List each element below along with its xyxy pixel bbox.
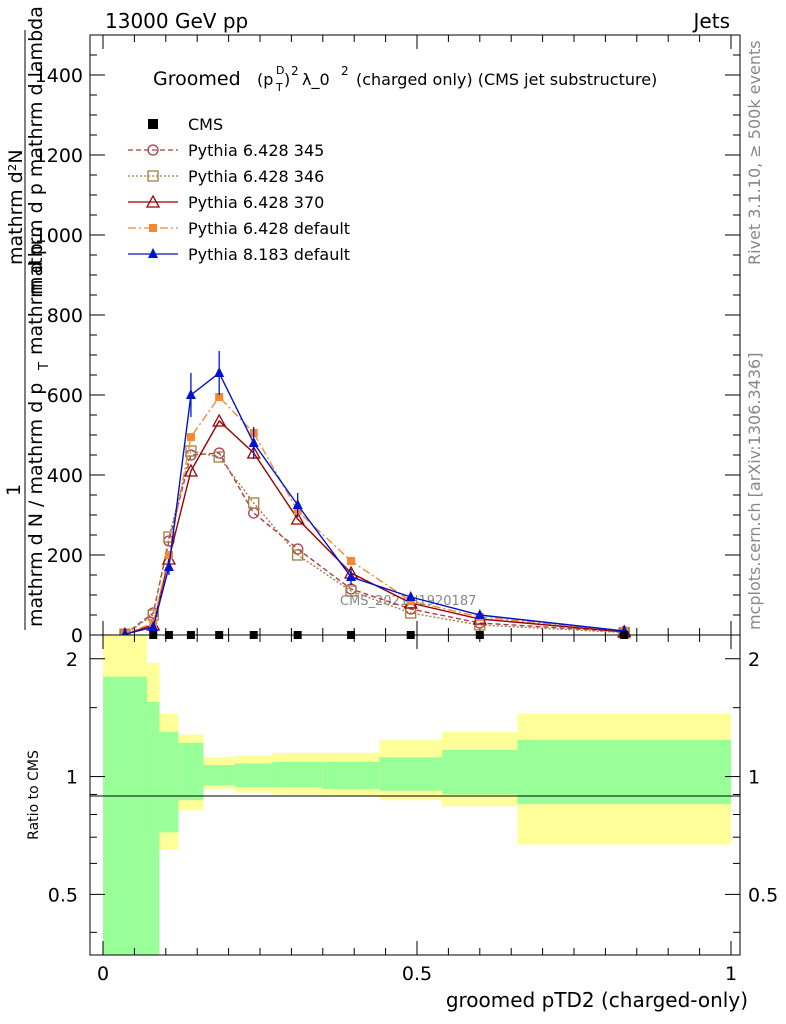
ratio-x-axis: 0 0.5 1 [97, 635, 737, 985]
series-marker [148, 621, 159, 631]
series-marker [212, 413, 227, 427]
x-tick-label: 1 [725, 963, 737, 985]
ratio-band-green [517, 740, 731, 805]
legend-marker [149, 224, 157, 232]
ratio-y-tick-label: 0.5 [48, 884, 78, 906]
ratio-y-tick-label-right: 0.5 [748, 884, 778, 906]
ylabel-main: mathrm d N / mathrm d p [25, 383, 47, 627]
ratio-plot-frame [89, 634, 741, 956]
rivet-version-label: Rivet 3.1.10, ≥ 500k events [745, 40, 764, 265]
series-marker [405, 591, 416, 601]
series-marker [248, 497, 260, 509]
x-axis-label: groomed pTD2 (charged-only) [446, 988, 748, 1012]
ratio-y-tick-label-right: 2 [748, 649, 760, 671]
ratio-band-green [178, 742, 204, 801]
y-axis-label: 1 mathrm d N / mathrm d p T mathrm d p m… [3, 6, 52, 630]
ylabel-frac-top: mathrm d²N [5, 149, 27, 265]
y-tick-label: 1200 [35, 145, 83, 167]
series-marker [345, 585, 357, 597]
series-marker [163, 561, 174, 571]
ylabel-frac-bottom: mathrm d p mathrm d lambda [25, 6, 47, 295]
y-tick-label: 200 [47, 545, 83, 567]
y-tick-label: 1000 [35, 225, 83, 247]
series-marker [248, 437, 259, 447]
ratio-y-tick-label: 2 [66, 649, 78, 671]
x-tick-label: 0.5 [402, 963, 432, 985]
ratio-band-green [322, 761, 380, 789]
ratio-ylabel: Ratio to CMS [26, 750, 42, 840]
legend-marker [145, 194, 161, 208]
series-line [124, 450, 625, 635]
ylabel-numerator: 1 [3, 484, 25, 496]
legend-cms-marker [148, 119, 158, 129]
ratio-band-green [146, 702, 160, 955]
series-marker [213, 451, 225, 463]
ratio-band-green [159, 731, 179, 833]
ratio-band-green [203, 765, 235, 786]
series-layer [117, 351, 632, 640]
header-energy-label: 13000 GeV pp [105, 9, 248, 33]
legend-label: Pythia 6.428 default [188, 219, 350, 238]
legend-marker [147, 170, 159, 182]
series-marker [248, 507, 260, 519]
legend: CMS Pythia 6.428 345 Pythia 6.428 346 Pythi… [128, 115, 350, 264]
ratio-band-green [234, 763, 273, 788]
ratio-band-green [103, 676, 147, 955]
mcplots-label: mcplots.cern.ch [arXiv:1306.3436] [745, 353, 764, 630]
ratio-y-tick-label: 1 [66, 767, 78, 789]
legend-marker [147, 144, 159, 156]
y-tick-label: 400 [47, 465, 83, 487]
title-math-exp: 2 [291, 64, 299, 78]
legend-marker [148, 248, 158, 258]
ratio-y-tick-label-right: 1 [748, 767, 760, 789]
title-prefix: Groomed [153, 68, 241, 90]
ratio-bands [103, 635, 731, 955]
plot-title: Groomed (p T D ) 2 λ_0 2 (charged only) … [153, 64, 657, 94]
series-marker [214, 367, 225, 377]
legend-label: Pythia 6.428 370 [188, 193, 324, 212]
legend-label: Pythia 8.183 default [188, 245, 350, 264]
title-suffix: λ_0 [302, 70, 330, 90]
series-marker [292, 499, 303, 509]
legend-label: Pythia 6.428 346 [188, 167, 324, 186]
series-marker [183, 463, 199, 477]
series-marker [292, 549, 304, 561]
main-y-axis: 0 200 400 600 800 1000 1200 1400 [35, 34, 740, 647]
ratio-band-green [272, 761, 323, 788]
y-tick-label: 0 [71, 625, 83, 647]
title-math-base: (p [257, 70, 273, 89]
x-tick-label: 0 [97, 963, 109, 985]
title-tail: (charged only) (CMS jet substructure) [356, 70, 657, 89]
series-marker [215, 393, 224, 401]
ratio-y-axis: 0.5 0.5 1 1 2 2 [48, 649, 778, 933]
title-math-sub: T [275, 81, 283, 94]
main-x-axis [102, 35, 732, 635]
series-marker [186, 433, 195, 441]
series-marker [185, 445, 197, 457]
y-tick-label: 800 [47, 305, 83, 327]
legend-cms-label: CMS [188, 115, 223, 134]
y-tick-label: 1400 [35, 65, 83, 87]
header-category-label: Jets [692, 9, 730, 33]
title-suffix-exp: 2 [341, 64, 349, 78]
title-math-sup: D [276, 64, 284, 77]
series-marker [164, 551, 173, 559]
series-marker [185, 389, 196, 399]
series-marker [347, 557, 356, 565]
title-math-close: ) [284, 70, 290, 89]
ylabel-tail: mathrm d p [25, 243, 47, 355]
y-tick-label: 600 [47, 385, 83, 407]
legend-label: Pythia 6.428 345 [188, 141, 324, 160]
series-marker [290, 511, 305, 525]
ratio-band-green [379, 757, 443, 791]
ratio-band-green [442, 749, 518, 795]
series-marker [474, 609, 485, 619]
series-marker [346, 571, 357, 581]
ylabel-sub: T [37, 362, 52, 371]
series-line [124, 395, 625, 635]
